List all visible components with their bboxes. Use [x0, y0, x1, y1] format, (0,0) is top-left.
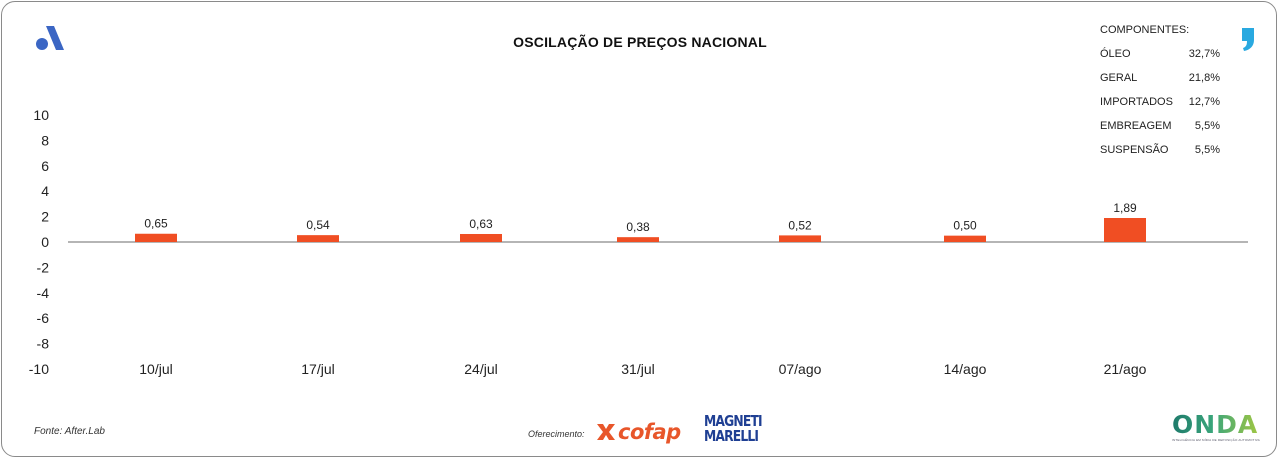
bar — [779, 235, 821, 242]
legend-item-label: GERAL — [1100, 72, 1138, 84]
data-label: 0,38 — [626, 220, 650, 234]
x-tick-label: 07/ago — [779, 361, 822, 377]
magneti-wordmark: MAGNETI — [704, 412, 763, 430]
onda-tagline: INTELIGÊNCIA EM MÍDIA DE REPOSIÇÃO AUTOM… — [1172, 438, 1260, 442]
legend-item-value: 5,5% — [1194, 120, 1220, 132]
bar — [135, 233, 177, 242]
cofap-wordmark: cofap — [618, 420, 681, 444]
y-tick-label: -4 — [37, 285, 50, 301]
onda-logo: ONDA INTELIGÊNCIA EM MÍDIA DE REPOSIÇÃO … — [1172, 412, 1262, 443]
source-note: Fonte: After.Lab — [34, 426, 105, 437]
y-tick-label: -2 — [37, 259, 50, 275]
legend-item-label: SUSPENSÃO — [1100, 144, 1169, 156]
legend-item-label: ÓLEO — [1100, 48, 1131, 60]
legend-item-value: 32,7% — [1188, 48, 1220, 60]
legend-item-value: 21,8% — [1188, 72, 1220, 84]
data-label: 0,65 — [144, 217, 168, 231]
x-tick-label: 14/ago — [944, 361, 987, 377]
comma-logo-icon — [1242, 28, 1254, 51]
y-tick-label: 4 — [41, 183, 49, 199]
data-label: 1,89 — [1113, 201, 1137, 215]
bar — [1104, 217, 1146, 242]
legend-item: GERAL 21,8% — [1100, 70, 1220, 94]
bar — [460, 233, 502, 242]
x-tick-label: 31/jul — [621, 361, 654, 377]
bar — [617, 237, 659, 242]
legend-item-label: EMBREAGEM — [1100, 120, 1172, 132]
y-tick-label: 6 — [41, 158, 49, 174]
cofap-logo: cofap — [594, 418, 681, 446]
legend-item-value: 12,7% — [1188, 96, 1220, 108]
y-tick-label: -8 — [37, 336, 50, 352]
y-tick-label: -6 — [37, 310, 50, 326]
marelli-wordmark: MARELLI — [704, 427, 759, 445]
chart-title: OSCILAÇÃO DE PREÇOS NACIONAL — [513, 34, 767, 50]
x-tick-label: 24/jul — [464, 361, 497, 377]
legend-item-label: IMPORTADOS — [1100, 96, 1173, 108]
legend-item-value: 5,5% — [1194, 144, 1220, 156]
legend-item: SUSPENSÃO 5,5% — [1100, 142, 1220, 166]
bar — [944, 235, 986, 242]
x-tick-label: 17/jul — [301, 361, 334, 377]
data-label: 0,52 — [788, 218, 812, 232]
y-tick-label: -10 — [29, 361, 49, 377]
x-tick-label: 21/ago — [1104, 361, 1147, 377]
sponsor-label: Oferecimento: — [528, 429, 585, 439]
x-tick-label: 10/jul — [139, 361, 172, 377]
magneti-marelli-logo: MAGNETI MARELLI — [704, 412, 763, 445]
onda-wordmark: ONDA — [1172, 412, 1262, 438]
y-tick-label: 2 — [41, 209, 49, 225]
data-label: 0,50 — [953, 219, 977, 233]
bar — [297, 235, 339, 242]
legend-item: IMPORTADOS 12,7% — [1100, 94, 1220, 118]
y-tick-label: 8 — [41, 132, 49, 148]
legend-item: ÓLEO 32,7% — [1100, 46, 1220, 70]
y-tick-label: 0 — [41, 234, 49, 250]
y-tick-label: 10 — [33, 107, 49, 123]
data-label: 0,63 — [469, 217, 493, 231]
legend-title: COMPONENTES: — [1100, 24, 1190, 36]
components-legend: COMPONENTES: ÓLEO 32,7% GERAL 21,8% IMPO… — [1100, 22, 1220, 166]
data-label: 0,54 — [306, 218, 330, 232]
cofap-x-icon — [597, 424, 615, 440]
a-logo-icon — [36, 26, 64, 50]
legend-item: EMBREAGEM 5,5% — [1100, 118, 1220, 142]
